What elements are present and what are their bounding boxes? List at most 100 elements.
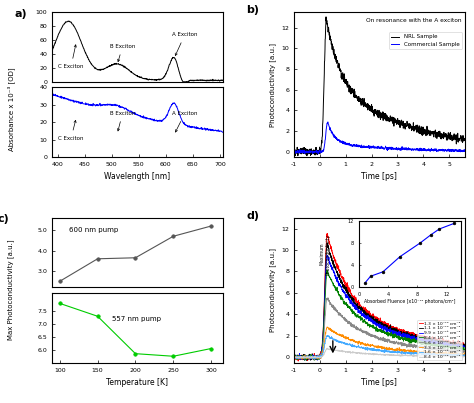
5.6 × 10⁻¹³ cm⁻² <box>425 345 430 349</box>
8.4 × 10⁻¹² cm⁻² <box>367 351 373 356</box>
Legend: NRL Sample, Commercial Sample: NRL Sample, Commercial Sample <box>389 32 462 50</box>
X-axis label: Wavelength [nm]: Wavelength [nm] <box>104 172 171 181</box>
8.4 × 10⁻¹² cm⁻² <box>462 354 467 359</box>
8.4 × 10⁻¹² cm⁻² <box>425 353 430 358</box>
1.3 × 10⁻¹⁴ cm⁻² <box>361 304 366 309</box>
Commercial Sample <box>325 120 331 125</box>
NRL Sample <box>361 102 366 106</box>
8.4 × 10⁻¹³ cm⁻² <box>291 355 297 360</box>
Y-axis label: Photoconductivity [a.u.]: Photoconductivity [a.u.] <box>269 248 276 332</box>
3.3 × 10⁻¹³ cm⁻² <box>409 349 414 353</box>
Line: Commercial Sample: Commercial Sample <box>294 122 465 154</box>
Text: C Exciton: C Exciton <box>58 45 84 69</box>
1.3 × 10⁻¹⁴ cm⁻² <box>367 313 373 318</box>
9.9 × 10⁻¹³ cm⁻² <box>291 355 297 360</box>
8.4 × 10⁻¹² cm⁻² <box>409 353 414 357</box>
1.6 × 10⁻¹³ cm⁻² <box>409 350 414 355</box>
Text: B Exciton: B Exciton <box>110 44 135 62</box>
NRL Sample <box>409 125 414 129</box>
Y-axis label: Photoconductivity [a.u.]: Photoconductivity [a.u.] <box>269 43 276 127</box>
8.4 × 10⁻¹² cm⁻² <box>325 346 330 351</box>
NRL Sample <box>291 144 297 149</box>
1.3 × 10⁻¹⁴ cm⁻² <box>462 343 467 348</box>
Line: 1.6 × 10⁻¹³ cm⁻²: 1.6 × 10⁻¹³ cm⁻² <box>294 335 465 359</box>
1.6 × 10⁻¹³ cm⁻² <box>367 346 373 351</box>
1.1 × 10⁻¹⁴ cm⁻² <box>428 340 433 345</box>
8.4 × 10⁻¹³ cm⁻² <box>462 347 467 352</box>
Text: Max Photoconductivity [a.u.]: Max Photoconductivity [a.u.] <box>7 240 14 341</box>
8.4 × 10⁻¹³ cm⁻² <box>361 320 366 324</box>
Commercial Sample <box>425 147 430 152</box>
1.6 × 10⁻¹³ cm⁻² <box>425 352 430 357</box>
9.9 × 10⁻¹³ cm⁻² <box>309 354 315 359</box>
9.9 × 10⁻¹³ cm⁻² <box>425 339 430 343</box>
NRL Sample <box>367 104 373 108</box>
Text: On resonance with the A exciton: On resonance with the A exciton <box>365 18 461 23</box>
8.4 × 10⁻¹² cm⁻² <box>291 355 297 360</box>
1.1 × 10⁻¹⁴ cm⁻² <box>425 336 430 341</box>
Text: a): a) <box>15 8 27 19</box>
Legend: 1.3 × 10⁻¹⁴ cm⁻², 1.1 × 10⁻¹⁴ cm⁻², 9.9 × 10⁻¹³ cm⁻², 8.4 × 10⁻¹³ cm⁻², 5.6 × 10: 1.3 × 10⁻¹⁴ cm⁻², 1.1 × 10⁻¹⁴ cm⁻², 9.9 … <box>417 320 462 360</box>
Commercial Sample <box>291 148 297 153</box>
Line: 8.4 × 10⁻¹² cm⁻²: 8.4 × 10⁻¹² cm⁻² <box>294 348 465 358</box>
9.9 × 10⁻¹³ cm⁻² <box>301 358 307 363</box>
Text: b): b) <box>246 5 259 15</box>
1.3 × 10⁻¹⁴ cm⁻² <box>291 357 297 361</box>
8.4 × 10⁻¹³ cm⁻² <box>324 268 330 272</box>
9.9 × 10⁻¹³ cm⁻² <box>367 318 373 323</box>
9.9 × 10⁻¹³ cm⁻² <box>324 253 330 258</box>
1.3 × 10⁻¹⁴ cm⁻² <box>325 231 330 236</box>
8.4 × 10⁻¹³ cm⁻² <box>428 341 433 346</box>
8.4 × 10⁻¹² cm⁻² <box>295 355 301 360</box>
Line: 1.1 × 10⁻¹⁴ cm⁻²: 1.1 × 10⁻¹⁴ cm⁻² <box>294 243 465 360</box>
8.4 × 10⁻¹³ cm⁻² <box>309 355 315 359</box>
3.3 × 10⁻¹³ cm⁻² <box>425 350 430 355</box>
3.3 × 10⁻¹³ cm⁻² <box>462 350 467 355</box>
1.1 × 10⁻¹⁴ cm⁻² <box>309 357 315 362</box>
3.3 × 10⁻¹³ cm⁻² <box>361 341 366 346</box>
Text: A Exciton: A Exciton <box>172 33 198 56</box>
1.6 × 10⁻¹³ cm⁻² <box>361 345 366 349</box>
Line: 1.3 × 10⁻¹⁴ cm⁻²: 1.3 × 10⁻¹⁴ cm⁻² <box>294 233 465 361</box>
Text: c): c) <box>0 214 9 224</box>
1.1 × 10⁻¹⁴ cm⁻² <box>361 308 366 313</box>
NRL Sample <box>425 131 430 135</box>
Commercial Sample <box>367 146 373 151</box>
Commercial Sample <box>361 145 366 150</box>
8.4 × 10⁻¹³ cm⁻² <box>367 325 373 330</box>
1.1 × 10⁻¹⁴ cm⁻² <box>304 358 310 363</box>
8.4 × 10⁻¹² cm⁻² <box>428 354 433 359</box>
Line: 5.6 × 10⁻¹³ cm⁻²: 5.6 × 10⁻¹³ cm⁻² <box>294 298 465 359</box>
NRL Sample <box>309 152 315 157</box>
Text: A Exciton: A Exciton <box>172 111 198 132</box>
5.6 × 10⁻¹³ cm⁻² <box>291 355 297 359</box>
5.6 × 10⁻¹³ cm⁻² <box>326 295 331 300</box>
Commercial Sample <box>309 149 314 154</box>
9.9 × 10⁻¹³ cm⁻² <box>361 313 366 318</box>
1.3 × 10⁻¹⁴ cm⁻² <box>295 359 301 364</box>
5.6 × 10⁻¹³ cm⁻² <box>367 331 373 336</box>
1.1 × 10⁻¹⁴ cm⁻² <box>367 317 373 322</box>
Commercial Sample <box>462 147 467 152</box>
X-axis label: Time [ps]: Time [ps] <box>361 378 397 387</box>
Line: NRL Sample: NRL Sample <box>294 17 465 156</box>
X-axis label: Time [ps]: Time [ps] <box>361 172 397 181</box>
1.1 × 10⁻¹⁴ cm⁻² <box>291 355 297 360</box>
5.6 × 10⁻¹³ cm⁻² <box>428 346 433 351</box>
Text: C Exciton: C Exciton <box>58 120 84 141</box>
Commercial Sample <box>428 148 433 153</box>
3.3 × 10⁻¹³ cm⁻² <box>299 357 305 361</box>
5.6 × 10⁻¹³ cm⁻² <box>311 357 317 362</box>
Text: Absorbance x 10⁻³ [OD]: Absorbance x 10⁻³ [OD] <box>7 67 15 151</box>
3.3 × 10⁻¹³ cm⁻² <box>291 356 297 361</box>
9.9 × 10⁻¹³ cm⁻² <box>428 341 433 345</box>
5.6 × 10⁻¹³ cm⁻² <box>409 343 414 348</box>
3.3 × 10⁻¹³ cm⁻² <box>367 343 373 348</box>
3.3 × 10⁻¹³ cm⁻² <box>325 324 330 329</box>
1.6 × 10⁻¹³ cm⁻² <box>291 355 297 359</box>
1.6 × 10⁻¹³ cm⁻² <box>462 352 467 357</box>
Text: B Exciton: B Exciton <box>110 111 135 131</box>
5.6 × 10⁻¹³ cm⁻² <box>462 349 467 353</box>
Commercial Sample <box>315 152 321 156</box>
X-axis label: Temperature [K]: Temperature [K] <box>106 378 168 387</box>
